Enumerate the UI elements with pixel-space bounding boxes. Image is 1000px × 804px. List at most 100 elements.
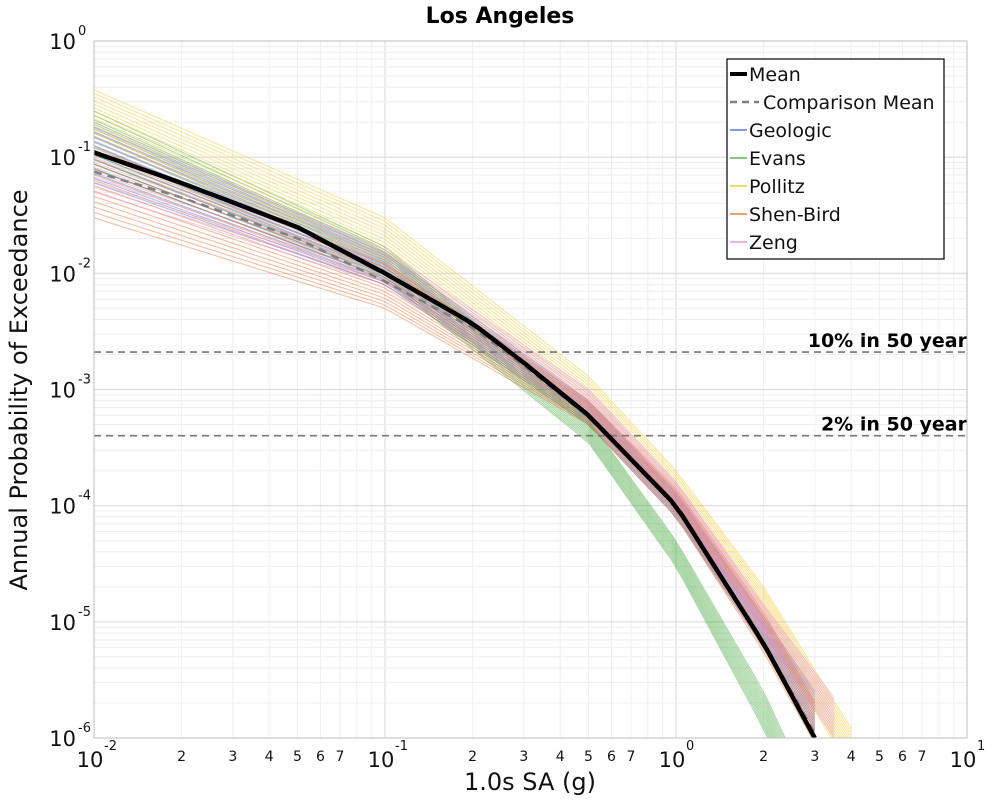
series-curve — [94, 135, 816, 701]
series-curve — [94, 111, 846, 738]
y-tick-label: 10 — [49, 30, 76, 54]
y-tick-exponent: -1 — [78, 140, 91, 155]
series-curve — [94, 121, 816, 693]
series-band-evans — [94, 110, 786, 738]
reference-line-label: 10% in 50 year — [808, 330, 968, 352]
x-tick-label: 10 — [368, 748, 395, 772]
series-curve — [94, 92, 852, 733]
legend-label: Mean — [749, 64, 801, 86]
legend-label: Shen-Bird — [749, 204, 841, 226]
x-minor-tick-label: 5 — [584, 749, 593, 765]
y-tick-label: 10 — [49, 146, 76, 170]
series-curve — [94, 114, 844, 738]
series-curve — [94, 206, 816, 738]
series-curve — [94, 121, 840, 738]
x-tick-label: 10 — [77, 748, 104, 772]
series-curve — [94, 100, 852, 738]
series-curve — [94, 131, 816, 698]
series-band-shen-bird — [94, 147, 816, 738]
y-tick-label: 10 — [49, 727, 76, 751]
x-tick-exponent: -2 — [104, 739, 117, 754]
series-curve — [94, 191, 835, 738]
series-curve — [94, 137, 778, 738]
x-minor-tick-label: 7 — [335, 749, 344, 765]
series-curve — [94, 185, 816, 725]
chart-title: Los Angeles — [426, 4, 575, 29]
y-tick-label: 10 — [49, 611, 76, 635]
series-curve — [94, 163, 816, 713]
series-curve — [94, 132, 835, 702]
series-curve — [94, 212, 815, 738]
x-minor-tick-label: 7 — [917, 749, 926, 765]
x-minor-tick-label: 3 — [519, 749, 528, 765]
x-tick-label: 10 — [950, 748, 977, 772]
x-minor-tick-label: 7 — [626, 749, 635, 765]
series-curve — [94, 154, 772, 738]
series-curve — [94, 96, 852, 736]
plot-frame — [93, 40, 968, 739]
y-tick-exponent: -3 — [78, 373, 91, 388]
x-tick-label: 10 — [659, 748, 686, 772]
y-tick-exponent: -5 — [78, 605, 91, 620]
legend-label: Evans — [749, 148, 806, 170]
series-curve — [94, 158, 816, 710]
x-tick-exponent: -1 — [395, 739, 408, 754]
series-curve — [94, 145, 775, 738]
legend-label: Zeng — [749, 232, 798, 254]
series-band-geologic — [94, 121, 816, 730]
series-curve — [94, 159, 771, 738]
series-curve — [94, 103, 850, 738]
series-curve — [94, 110, 786, 738]
legend-box — [726, 58, 945, 260]
y-tick-exponent: -6 — [78, 721, 91, 736]
series-curve — [94, 150, 774, 738]
series-curve — [94, 167, 769, 738]
series-curve — [94, 119, 783, 738]
reference-line-layer: 10% in 50 year 2% in 50 year — [94, 330, 968, 437]
series-curve — [94, 137, 835, 705]
x-minor-tick-label: 3 — [810, 749, 819, 765]
series-curve — [94, 141, 776, 738]
mean-curve — [94, 150, 817, 738]
x-minor-tick-label: 3 — [228, 749, 237, 765]
series-curve — [94, 118, 842, 738]
x-minor-tick-label: 6 — [607, 749, 616, 765]
x-minor-tick-label: 4 — [265, 749, 274, 765]
series-curve — [94, 141, 835, 708]
series-curve — [94, 186, 835, 736]
series-curve — [94, 127, 835, 699]
x-minor-tick-label: 5 — [293, 749, 302, 765]
x-minor-tick-label: 2 — [177, 749, 186, 765]
y-axis-label: Annual Probability of Exceedance — [5, 189, 33, 590]
series-curve — [94, 179, 816, 722]
series-curve — [94, 151, 835, 714]
x-minor-tick-label: 4 — [847, 749, 856, 765]
series-curve — [94, 173, 816, 724]
series-curve — [94, 195, 816, 732]
x-minor-tick-label: 5 — [875, 749, 884, 765]
x-minor-tick-label: 2 — [468, 749, 477, 765]
comparison-mean-curve — [94, 170, 816, 734]
legend-label: Pollitz — [749, 176, 805, 198]
series-curve — [94, 107, 848, 738]
x-minor-tick-label: 2 — [759, 749, 768, 765]
series-curve — [94, 123, 782, 738]
series-curve — [94, 181, 835, 733]
y-tick-label: 10 — [49, 495, 76, 519]
series-curve — [94, 169, 816, 716]
y-tick-label: 10 — [49, 379, 76, 403]
series-curve — [94, 126, 816, 695]
series-curve — [94, 125, 838, 738]
x-minor-tick-label: 4 — [556, 749, 565, 765]
x-tick-exponent: 0 — [686, 739, 694, 754]
x-axis-label: 1.0s SA (g) — [464, 768, 596, 796]
x-tick-exponent: 1 — [977, 739, 985, 754]
series-curve — [94, 132, 779, 738]
series-curve — [94, 114, 785, 738]
series-curve — [94, 149, 816, 710]
series-curve — [94, 147, 816, 704]
reference-line-label: 2% in 50 year — [821, 414, 968, 436]
series-curve — [94, 163, 770, 738]
